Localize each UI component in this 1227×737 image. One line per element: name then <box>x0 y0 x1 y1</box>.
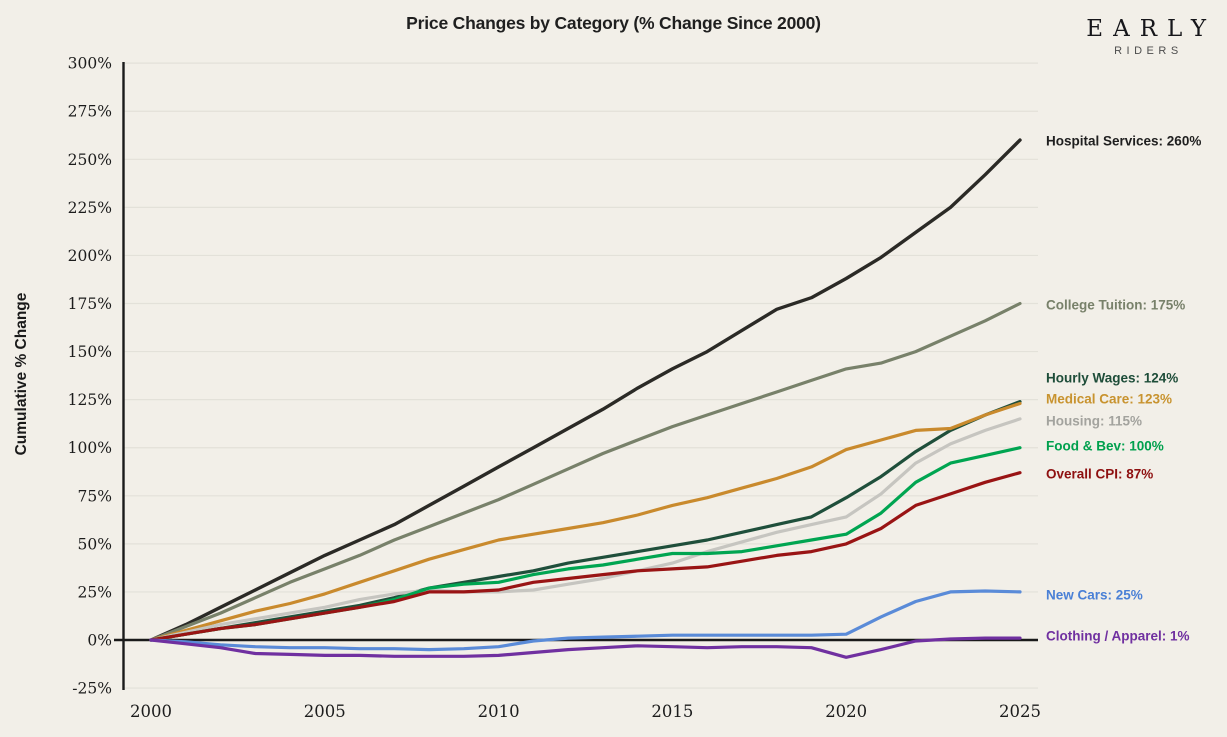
y-tick-label: 225% <box>68 199 112 217</box>
x-tick-label: 2000 <box>130 702 172 721</box>
y-tick-label: 100% <box>68 439 112 457</box>
y-tick-label: 300% <box>68 55 112 73</box>
x-tick-label: 2015 <box>651 702 693 721</box>
brand-name-secondary: RIDERS <box>1114 45 1183 57</box>
series-end-label-hourly-wages: Hourly Wages: 124% <box>1046 371 1178 386</box>
y-tick-label: -25% <box>72 680 112 698</box>
series-end-label-new-cars: New Cars: 25% <box>1046 588 1143 603</box>
series-line-college-tuition <box>149 301 1022 642</box>
series-end-label-college-tuition: College Tuition: 175% <box>1046 298 1185 313</box>
y-tick-label: 125% <box>68 391 112 409</box>
series-line-new-cars <box>149 589 1022 652</box>
series-end-label-food-and-bev: Food & Bev: 100% <box>1046 439 1164 454</box>
series-line-hourly-wages <box>149 400 1022 642</box>
y-tick-label: 50% <box>78 535 112 553</box>
y-tick-label: 25% <box>78 583 112 601</box>
series-end-label-clothing-apparel: Clothing / Apparel: 1% <box>1046 629 1190 644</box>
y-tick-label: 75% <box>78 487 112 505</box>
series-line-overall-cpi <box>149 471 1022 642</box>
y-tick-label: 200% <box>68 247 112 265</box>
brand-logo: EARLY RIDERS <box>1086 16 1206 57</box>
x-tick-label: 2010 <box>478 702 520 721</box>
series-line-medical-care <box>149 401 1022 642</box>
chart-title: Price Changes by Category (% Change Sinc… <box>406 13 821 33</box>
series-line-housing <box>149 417 1022 642</box>
y-tick-label: 0% <box>87 632 112 650</box>
y-tick-label: 250% <box>68 151 112 169</box>
y-tick-label: 150% <box>68 343 112 361</box>
series-end-label-overall-cpi: Overall CPI: 87% <box>1046 467 1153 482</box>
series-line-hospital-services <box>149 138 1022 642</box>
brand-name-primary: EARLY <box>1086 16 1216 42</box>
x-tick-label: 2020 <box>825 702 867 721</box>
series-end-label-hospital-services: Hospital Services: 260% <box>1046 134 1201 149</box>
y-tick-label: 175% <box>68 295 112 313</box>
series-end-label-medical-care: Medical Care: 123% <box>1046 392 1172 407</box>
series-end-label-housing: Housing: 115% <box>1046 414 1142 429</box>
x-tick-label: 2005 <box>304 702 346 721</box>
series-line-clothing-apparel <box>149 636 1022 659</box>
y-tick-label: 275% <box>68 103 112 121</box>
x-tick-label: 2025 <box>999 702 1041 721</box>
